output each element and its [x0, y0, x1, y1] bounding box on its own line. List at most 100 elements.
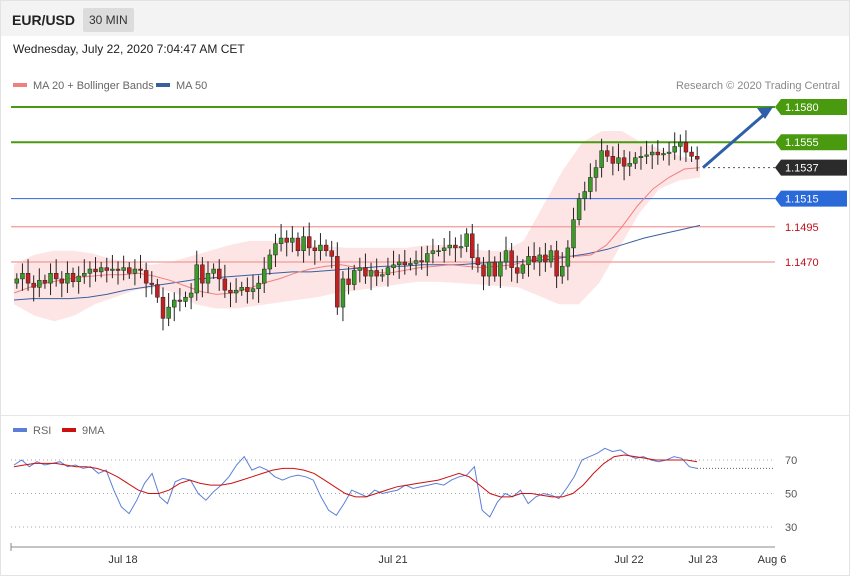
candle-body-18 [115, 268, 121, 271]
rsi-tick-70: 70 [785, 455, 797, 467]
candle-body-21 [132, 268, 138, 274]
candle-body-92 [531, 256, 537, 263]
candle-body-56 [329, 250, 334, 257]
candle-body-67 [391, 264, 396, 268]
candle-body-19 [121, 267, 126, 271]
candle-body-1 [20, 273, 25, 280]
ma20-line [13, 167, 701, 295]
candle-body-9 [65, 273, 70, 284]
candle-body-38 [228, 289, 233, 294]
candle-body-0 [14, 278, 20, 284]
candle-body-82 [475, 257, 481, 266]
legend-ma20: MA 20 + Bollinger Bands [13, 80, 154, 92]
candle-body-100 [576, 198, 582, 220]
candle-body-74 [430, 250, 436, 254]
projection-arrow-head [757, 107, 773, 119]
x-tick-1: Jul 21 [378, 554, 407, 566]
candle-body-13 [87, 268, 93, 274]
candle-body-32 [194, 264, 199, 294]
candle-body-63 [368, 270, 374, 277]
candle-body-52 [306, 236, 312, 249]
legend-rsi: RSI [13, 425, 51, 437]
projection-arrow-line [702, 110, 768, 169]
candle-body-55 [323, 244, 329, 251]
candle-body-84 [486, 261, 492, 277]
ma50-line [13, 224, 701, 301]
level-tag-0 [775, 99, 847, 115]
candle-body-61 [357, 267, 363, 271]
candle-body-59 [346, 278, 351, 285]
candle-body-8 [59, 278, 65, 284]
candle-body-5 [42, 280, 48, 284]
candle-body-75 [436, 250, 441, 252]
candle-body-93 [537, 254, 542, 263]
legend-9ma: 9MA [62, 425, 105, 437]
legend-rsi-label: RSI [33, 425, 52, 437]
x-tick-3: Jul 23 [688, 554, 717, 566]
candle-body-29 [177, 299, 183, 302]
candle-body-43 [256, 282, 261, 290]
candle-body-3 [31, 282, 36, 288]
candle-body-45 [267, 254, 273, 270]
candle-body-53 [312, 247, 318, 251]
candle-body-34 [205, 273, 211, 284]
candle-body-102 [588, 177, 593, 192]
level-label-2: 1.1537 [785, 163, 819, 175]
candle-body-6 [48, 273, 53, 284]
candle-body-49 [290, 237, 295, 243]
candle-body-87 [503, 250, 509, 263]
candle-body-107 [616, 157, 621, 164]
candle-body-101 [582, 191, 587, 199]
candle-body-104 [599, 150, 604, 168]
candle-body-57 [335, 256, 340, 308]
level-tag-1 [775, 134, 847, 151]
9ma-swatch [62, 428, 76, 433]
candle-body-26 [160, 296, 166, 319]
candle-body-41 [245, 287, 250, 292]
legend-9ma-label: 9MA [82, 425, 105, 437]
candle-body-72 [419, 260, 424, 263]
candle-body-24 [149, 282, 154, 285]
candle-body-83 [481, 264, 486, 277]
candle-body-44 [262, 268, 267, 284]
candle-body-112 [644, 154, 649, 157]
candle-body-20 [127, 267, 132, 274]
candle-body-48 [284, 237, 289, 243]
rsi-ma-line [13, 454, 698, 498]
candle-body-85 [492, 261, 497, 277]
level-label-4: 1.1495 [785, 222, 819, 234]
symbol-title: EUR/USD [12, 12, 76, 28]
candle-body-12 [82, 273, 87, 277]
chart-header: EUR/USD 30 MIN [1, 1, 849, 36]
candle-body-80 [464, 233, 469, 247]
candle-body-11 [76, 275, 81, 282]
candle-body-42 [250, 288, 256, 292]
candle-body-105 [605, 150, 610, 157]
candle-body-110 [633, 157, 638, 164]
candle-body-46 [273, 243, 278, 256]
candle-body-111 [638, 156, 644, 158]
candle-body-116 [666, 151, 672, 154]
candle-body-68 [396, 261, 402, 266]
ma20-swatch [13, 83, 27, 88]
candle-body-37 [222, 278, 228, 291]
candle-body-88 [509, 250, 514, 268]
timeframe-button[interactable]: 30 MIN [83, 8, 134, 32]
level-tag-3 [775, 190, 847, 207]
candle-body-78 [453, 244, 458, 249]
candle-body-90 [520, 264, 526, 274]
candle-body-64 [374, 270, 379, 277]
candle-body-40 [239, 287, 244, 291]
ma50-swatch [156, 83, 170, 88]
pane-divider [1, 415, 849, 416]
legend-ma50: MA 50 [156, 80, 207, 92]
candle-body-77 [447, 244, 452, 249]
candle-body-120 [689, 151, 694, 157]
level-label-1: 1.1555 [785, 137, 819, 149]
candle-body-96 [554, 250, 559, 277]
candle-body-7 [53, 273, 59, 280]
candle-body-36 [217, 268, 222, 280]
candle-body-81 [470, 233, 475, 259]
candle-body-69 [402, 261, 408, 266]
candle-body-16 [104, 267, 109, 271]
